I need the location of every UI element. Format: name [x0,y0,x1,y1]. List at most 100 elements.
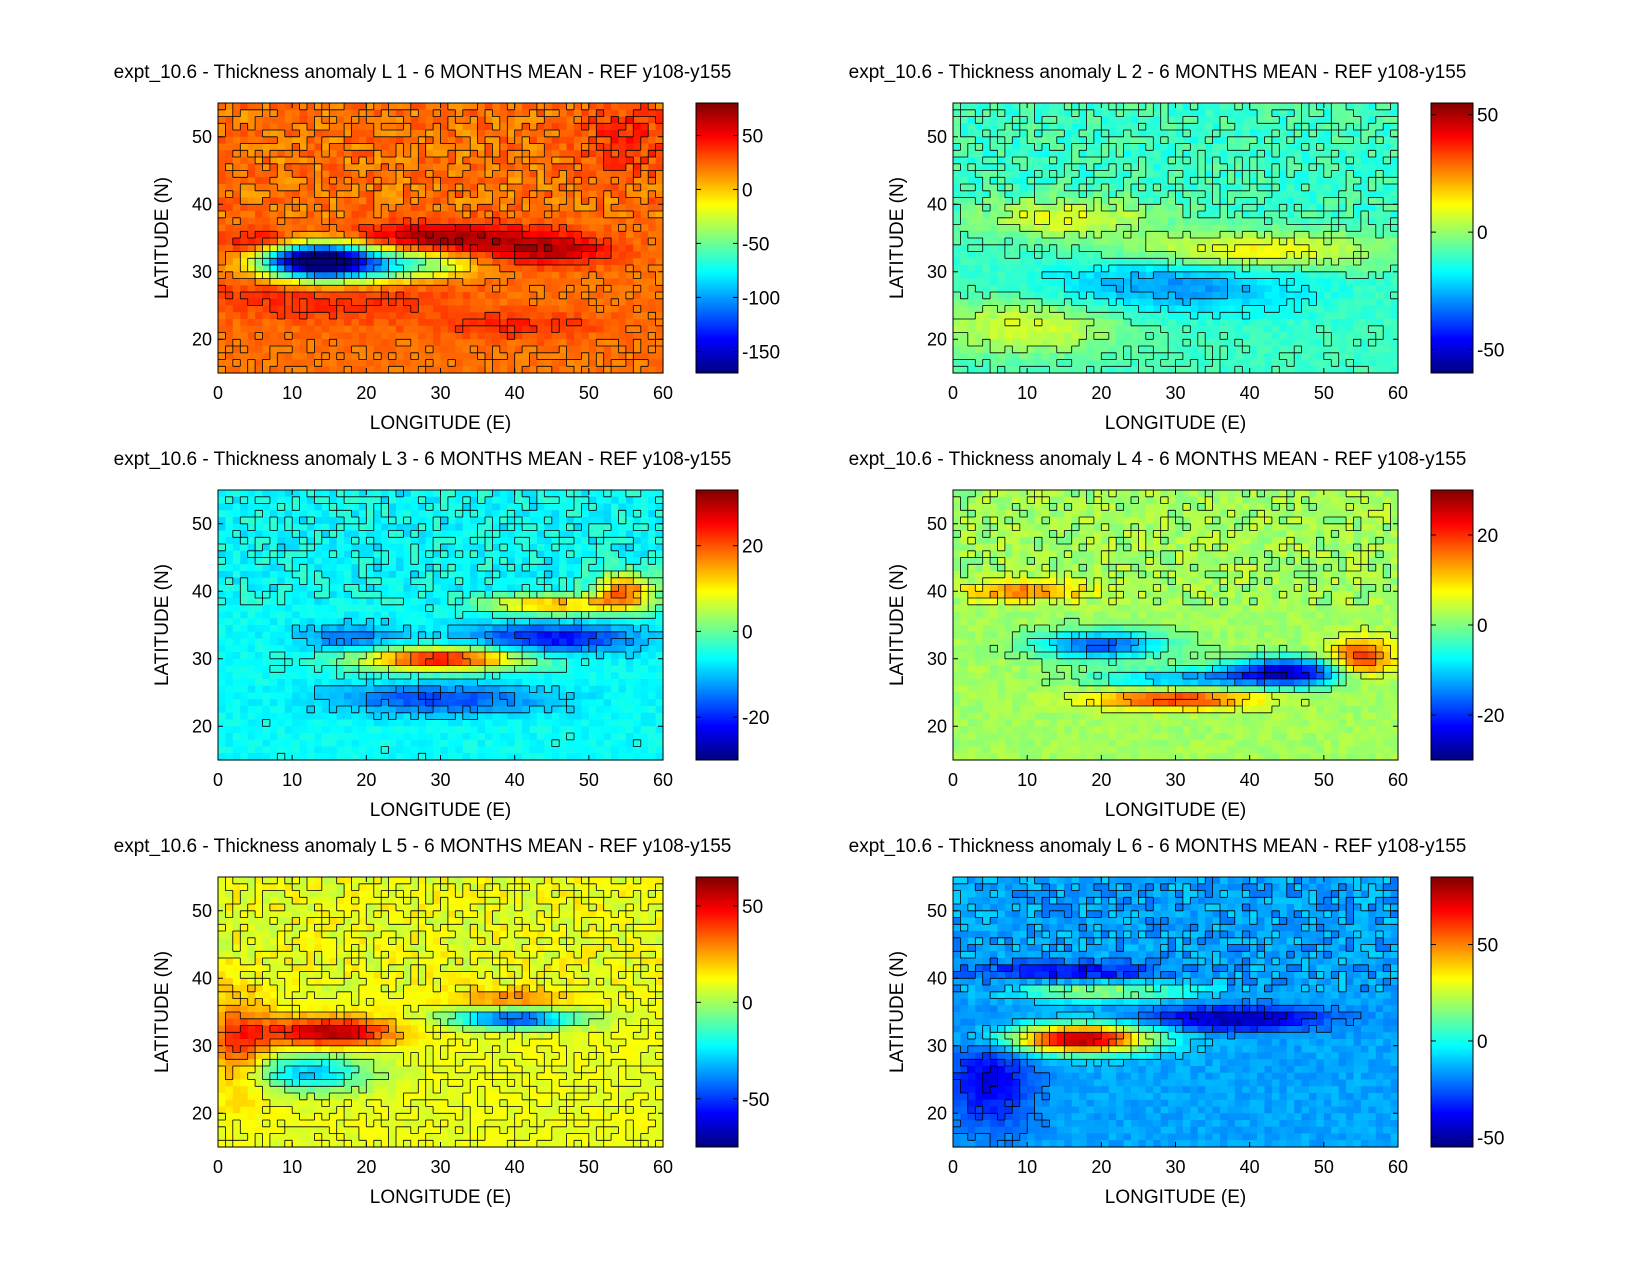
heatmap-cell [240,190,249,199]
heatmap-cell [1108,251,1117,259]
heatmap-cell [1027,116,1036,124]
heatmap-cell [559,163,568,172]
heatmap-cell [1383,130,1392,138]
heatmap-cell [581,204,590,212]
heatmap-cell [462,305,471,313]
heatmap-cell [307,150,316,158]
heatmap-cell [1279,123,1288,131]
heatmap-cell [314,184,323,192]
heatmap-cell [255,204,264,212]
heatmap-cell [1375,285,1384,293]
heatmap-cell [655,103,664,111]
heatmap-cell [218,211,227,219]
heatmap-cell [262,312,271,320]
heatmap-cell [544,109,553,118]
heatmap-cell [953,359,962,367]
heatmap-cell [1360,143,1369,151]
heatmap-cell [284,224,293,232]
heatmap-cell [1153,197,1162,205]
heatmap-cell [440,490,449,498]
heatmap-cell [655,285,664,293]
heatmap-cell [1175,197,1184,205]
heatmap-cell [1071,109,1080,118]
heatmap-cell [1116,271,1125,280]
heatmap-cell [1108,352,1117,361]
heatmap-cell [388,265,397,273]
heatmap-cell [633,298,642,307]
heatmap-cell [633,143,642,151]
heatmap-cell [1390,271,1399,280]
heatmap-cell [1309,251,1318,259]
heatmap-cell [1027,184,1036,192]
heatmap-cell [1182,130,1191,138]
heatmap-cell [1116,251,1125,259]
heatmap-cell [1056,177,1065,185]
heatmap-cell [1071,184,1080,192]
heatmap-cell [960,224,969,232]
heatmap-cell [1153,224,1162,232]
heatmap-cell [960,332,969,340]
heatmap-cell [1390,157,1399,165]
heatmap-cell [262,359,271,367]
heatmap-cell [1012,157,1021,165]
heatmap-cell [953,352,962,361]
heatmap-cell [625,359,634,367]
heatmap-cell [477,163,486,172]
heatmap-cell [1131,204,1140,212]
heatmap-cell [588,130,597,138]
heatmap-cell [529,285,538,293]
heatmap-cell [1108,170,1117,178]
heatmap-cell [1286,352,1295,361]
heatmap-cell [255,352,264,361]
heatmap-cell [1205,103,1214,111]
heatmap-cell [1279,292,1288,300]
heatmap-cell [277,197,286,205]
heatmap-cell [1264,143,1273,151]
heatmap-cell [1190,123,1199,131]
heatmap-cell [1064,103,1073,111]
heatmap-cell [255,217,264,226]
heatmap-cell [1234,103,1243,111]
heatmap-cell [1338,211,1347,219]
heatmap-cell [314,103,323,111]
heatmap-cell [1197,163,1206,172]
heatmap-cell [1123,136,1132,145]
heatmap-cell [381,211,390,219]
heatmap-cell [255,346,264,354]
heatmap-cell [507,359,516,367]
heatmap-cell [1383,346,1392,354]
heatmap-cell [396,217,405,226]
heatmap-cell [640,217,649,226]
heatmap-cell [967,211,976,219]
heatmap-cell [1331,109,1340,118]
heatmap-cell [225,305,234,313]
heatmap-cell [410,217,419,226]
heatmap-cell [536,251,545,259]
x-tick-label: 40 [505,383,525,403]
heatmap-cell [470,271,479,280]
heatmap-cell [603,346,612,354]
heatmap-cell [1338,298,1347,307]
heatmap-cell [247,305,256,313]
heatmap-cell [1004,292,1013,300]
heatmap-cell [499,190,508,199]
heatmap-cell [1027,190,1036,199]
heatmap-cell [1145,292,1154,300]
heatmap-cell [410,184,419,192]
heatmap-cell [351,170,360,178]
heatmap-cell [967,339,976,347]
heatmap-cell [507,109,516,118]
heatmap-cell [1360,177,1369,185]
heatmap-cell [1108,143,1117,151]
heatmap-cell [410,352,419,361]
heatmap-cell [507,244,516,253]
heatmap-cell [1071,177,1080,185]
heatmap-cell [975,251,984,259]
heatmap-cell [425,496,434,505]
heatmap-cell [1205,319,1214,327]
heatmap-cell [396,496,405,505]
heatmap-cell [1271,157,1280,165]
heatmap-cell [566,177,575,185]
heatmap-cell [1346,103,1355,111]
heatmap-cell [425,244,434,253]
